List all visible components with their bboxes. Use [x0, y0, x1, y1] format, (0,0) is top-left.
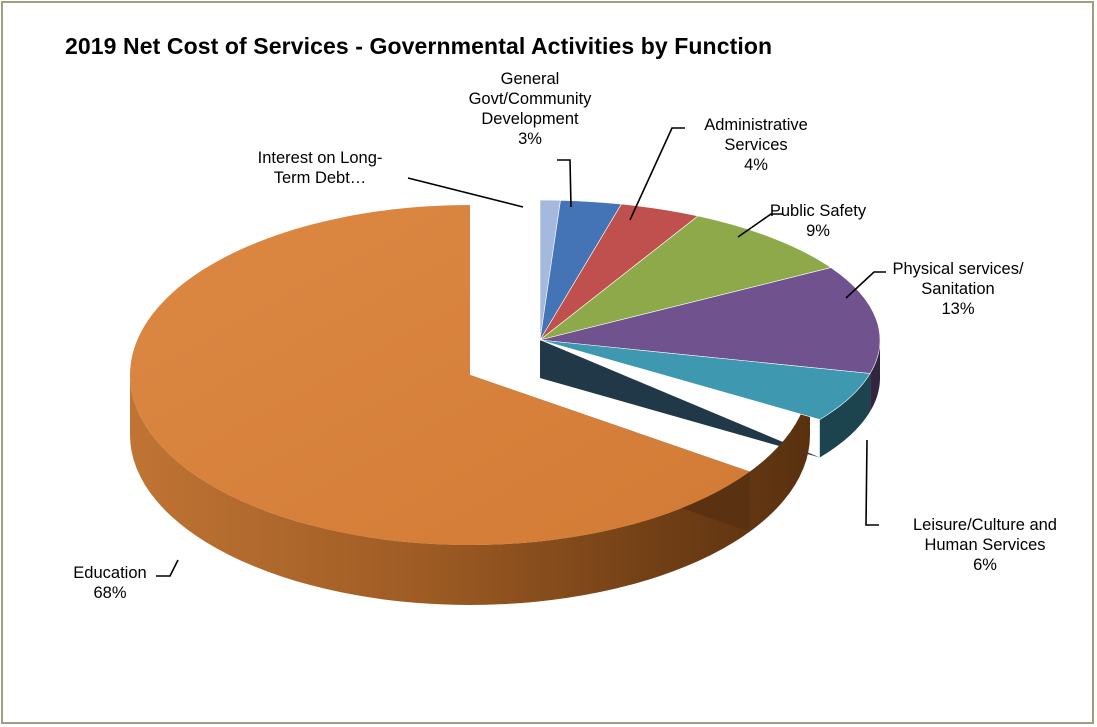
slice-label-line: General — [501, 70, 560, 88]
slice-percent-2: 4% — [744, 156, 768, 174]
leader-line-6 — [156, 559, 179, 577]
slice-label-0: Interest on Long- Term Debt… — [258, 149, 383, 187]
slice-side-5 — [819, 373, 871, 458]
slice-label-line: Human Services — [924, 536, 1045, 554]
slice-label-line: Term Debt… — [274, 169, 367, 187]
slice-label-3: Public Safety 9% — [770, 202, 867, 240]
slice-label-line: Leisure/Culture and — [913, 516, 1057, 534]
slice-label-4: Physical services/Sanitation 13% — [892, 260, 1024, 318]
slice-percent-4: 13% — [941, 300, 974, 318]
slice-label-line: Physical services/ — [892, 260, 1024, 278]
slice-label-5: Leisure/Culture and Human Services 6% — [913, 516, 1057, 574]
slice-6 — [130, 205, 750, 546]
slice-label-6: Education 68% — [73, 564, 146, 602]
slice-label-line: Administrative — [704, 116, 808, 134]
slice-label-line: Interest on Long- — [258, 149, 383, 167]
slice-side-education — [130, 375, 810, 605]
leader-line-3 — [737, 213, 783, 238]
slice-label-line: Development — [481, 110, 579, 128]
chart-title: 2019 Net Cost of Services - Governmental… — [65, 33, 773, 59]
slice-group-base — [540, 200, 820, 458]
leader-line-4 — [845, 271, 886, 299]
slice-5 — [539, 339, 871, 420]
leader-line-1 — [557, 159, 572, 208]
slice-labels: Interest on Long- Term Debt… General Govt/C… — [73, 70, 1057, 602]
slice-label-line: Services — [724, 136, 787, 154]
leader-line-0 — [407, 177, 524, 208]
slice-4 — [539, 267, 881, 374]
leader-lines — [156, 127, 886, 577]
slice-3 — [539, 215, 832, 341]
slice-label-line: Sanitation — [921, 280, 994, 298]
leader-line-5 — [865, 439, 879, 526]
slice-percent-5: 6% — [973, 556, 997, 574]
slice-percent-3: 9% — [806, 222, 830, 240]
slice-label-1: General Govt/Community Development 3% — [469, 70, 593, 148]
leader-line-2 — [629, 127, 685, 221]
slice-label-line: Education — [73, 564, 146, 582]
slice-top-layer — [130, 199, 881, 546]
slice-percent-1: 3% — [518, 130, 542, 148]
slice-label-2: Administrative Services 4% — [704, 116, 808, 174]
slice-percent-6: 68% — [93, 584, 126, 602]
slice-label-line: Public Safety — [770, 202, 867, 220]
slice-label-line: Govt/Community — [469, 90, 593, 108]
